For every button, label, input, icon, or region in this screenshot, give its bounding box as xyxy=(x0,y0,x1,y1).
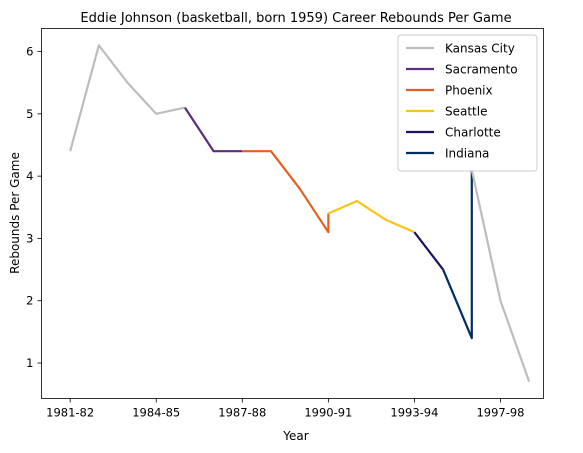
series-line-6 xyxy=(470,169,531,383)
y-tick-label: 5 xyxy=(26,107,33,121)
legend-label: Indiana xyxy=(445,147,489,161)
legend-label: Sacramento xyxy=(445,63,518,77)
legend-label: Seattle xyxy=(445,105,487,119)
legend-label: Charlotte xyxy=(445,126,501,140)
series-line-2 xyxy=(242,150,330,234)
x-axis-ticks: 1981-82 1984-85 1987-88 1990-91 1993-94 1997-… xyxy=(46,398,525,420)
plot-frame xyxy=(41,28,544,399)
x-tick-label: 1997-98 xyxy=(476,406,524,420)
y-tick-label: 3 xyxy=(26,231,33,245)
y-tick-label: 4 xyxy=(26,169,33,183)
y-axis-ticks: 1 2 3 4 5 6 xyxy=(26,45,42,370)
x-tick-label: 1993-94 xyxy=(390,406,438,420)
x-tick-label: 1990-91 xyxy=(304,406,352,420)
x-axis-label: Year xyxy=(282,429,308,443)
x-tick-label: 1984-85 xyxy=(132,406,180,420)
series-line-4 xyxy=(413,231,444,271)
legend-label: Kansas City xyxy=(445,42,515,56)
series-layer xyxy=(69,44,531,383)
y-axis-label: Rebounds Per Game xyxy=(8,152,22,274)
series-line-5 xyxy=(442,169,473,340)
legend: Kansas City Sacramento Phoenix Seattle Charl… xyxy=(397,34,538,172)
y-tick-label: 6 xyxy=(26,45,33,59)
legend-label: Phoenix xyxy=(445,84,493,98)
x-tick-label: 1981-82 xyxy=(46,406,94,420)
series-line-3 xyxy=(327,199,415,234)
y-tick-label: 2 xyxy=(26,294,33,308)
chart-title: Eddie Johnson (basketball, born 1959) Ca… xyxy=(80,11,511,26)
series-line-0 xyxy=(69,44,186,152)
y-tick-label: 1 xyxy=(26,356,33,370)
series-line-1 xyxy=(184,107,243,153)
x-tick-label: 1987-88 xyxy=(218,406,266,420)
